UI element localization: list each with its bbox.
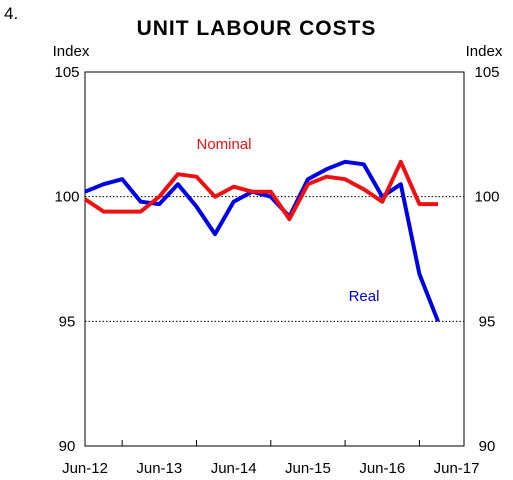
series-line-real xyxy=(84,159,440,323)
plot-frame xyxy=(84,71,465,447)
x-tick-label-5: Jun-17 xyxy=(434,460,480,477)
series-label-nominal: Nominal xyxy=(196,136,251,153)
figure-number: 4. xyxy=(4,4,19,23)
x-tick-label-2: Jun-14 xyxy=(211,460,257,477)
y-tick-right-100: 100 xyxy=(474,189,499,206)
x-tick-label-1: Jun-13 xyxy=(136,460,182,477)
x-tick-label-0: Jun-12 xyxy=(62,460,108,477)
y-tick-right-90: 90 xyxy=(479,438,496,455)
y-axis-label-right: Index xyxy=(466,43,503,60)
y-tick-left-95: 95 xyxy=(59,313,76,330)
y-tick-right-95: 95 xyxy=(479,313,496,330)
y-tick-left-105: 105 xyxy=(54,64,79,81)
axis-ticks: 90 90 95 95 100 100 105 105 Jun-12 Jun-13 Jun-14 Ju… xyxy=(54,64,499,477)
y-tick-left-100: 100 xyxy=(54,189,79,206)
series-line-nominal xyxy=(83,159,438,222)
x-tick-label-4: Jun-16 xyxy=(359,460,405,477)
y-tick-right-105: 105 xyxy=(474,64,499,81)
x-tick-label-3: Jun-15 xyxy=(285,460,331,477)
series-lines xyxy=(83,159,440,323)
series-label-real: Real xyxy=(349,288,380,305)
chart-title: UNIT LABOUR COSTS xyxy=(136,17,377,40)
y-axis-label-left: Index xyxy=(53,43,90,60)
y-tick-left-90: 90 xyxy=(59,438,76,455)
